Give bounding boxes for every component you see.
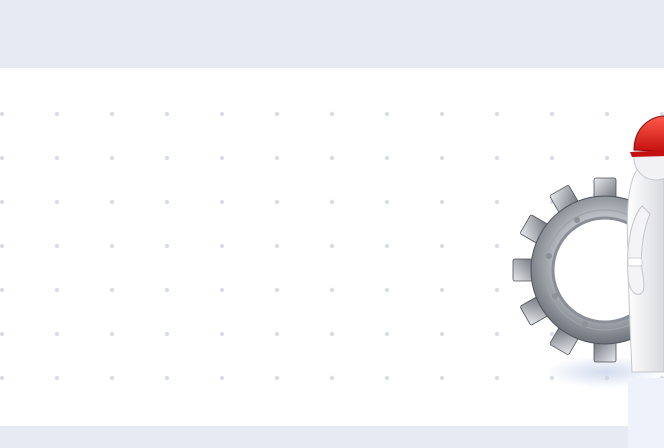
grid-dot xyxy=(164,331,170,337)
header-band xyxy=(0,0,664,68)
grid-dot xyxy=(109,243,115,249)
grid-dot xyxy=(274,243,280,249)
grid-dot xyxy=(0,287,5,293)
grid-dot xyxy=(219,155,225,161)
grid-dot xyxy=(549,331,555,337)
grid-dot xyxy=(0,243,5,249)
grid-dot xyxy=(439,111,445,117)
grid-dot xyxy=(109,287,115,293)
grid-dot xyxy=(494,243,500,249)
grid-dot xyxy=(109,331,115,337)
grid-dot xyxy=(219,111,225,117)
grid-dot xyxy=(329,287,335,293)
grid-dot xyxy=(549,155,555,161)
grid-dot xyxy=(54,287,60,293)
footer-band xyxy=(0,426,628,448)
grid-dot xyxy=(0,199,5,205)
grid-dot xyxy=(439,199,445,205)
grid-dot xyxy=(329,111,335,117)
grid-dot xyxy=(384,243,390,249)
grid-dot xyxy=(164,243,170,249)
grid-dot xyxy=(54,375,60,381)
grid-dot xyxy=(384,287,390,293)
grid-dot xyxy=(439,287,445,293)
grid-dot xyxy=(0,375,5,381)
grid-dot xyxy=(274,199,280,205)
grid-dot xyxy=(494,331,500,337)
grid-dot xyxy=(494,199,500,205)
grid-dot xyxy=(219,287,225,293)
grid-dot xyxy=(54,111,60,117)
grid-dot xyxy=(329,331,335,337)
grid-dot xyxy=(164,375,170,381)
grid-dot xyxy=(0,331,5,337)
grid-dot xyxy=(494,287,500,293)
grid-dot xyxy=(549,111,555,117)
grid-dot xyxy=(109,155,115,161)
maintenance-worker-with-gear-icon xyxy=(512,115,664,388)
grid-dot xyxy=(274,375,280,381)
grid-dot xyxy=(109,199,115,205)
grid-dot xyxy=(439,375,445,381)
hard-hat-icon xyxy=(630,115,664,157)
grid-dot xyxy=(384,199,390,205)
grid-dot xyxy=(329,199,335,205)
grid-dot xyxy=(494,111,500,117)
worker-figure xyxy=(626,115,664,373)
grid-dot xyxy=(219,199,225,205)
grid-dot xyxy=(54,331,60,337)
grid-dot xyxy=(439,331,445,337)
grid-dot xyxy=(219,331,225,337)
grid-dot xyxy=(384,375,390,381)
grid-dot xyxy=(274,111,280,117)
maintenance-illustration xyxy=(510,110,664,400)
grid-dot xyxy=(329,375,335,381)
grid-dot xyxy=(164,287,170,293)
grid-dot xyxy=(494,155,500,161)
grid-dot xyxy=(384,155,390,161)
grid-dot xyxy=(494,375,500,381)
grid-dot xyxy=(109,375,115,381)
grid-dot xyxy=(109,111,115,117)
grid-dot xyxy=(384,331,390,337)
grid-dot xyxy=(659,111,664,117)
grid-dot xyxy=(54,243,60,249)
grid-dot xyxy=(219,375,225,381)
grid-dot xyxy=(164,111,170,117)
right-side-panel xyxy=(628,378,664,448)
dot-grid-background xyxy=(0,111,664,381)
grid-dot xyxy=(274,331,280,337)
grid-dot xyxy=(164,155,170,161)
grid-dot xyxy=(329,243,335,249)
grid-dot xyxy=(54,155,60,161)
grid-dot xyxy=(604,111,610,117)
grid-dot xyxy=(439,243,445,249)
grid-dot xyxy=(164,199,170,205)
grid-dot xyxy=(439,155,445,161)
grid-dot xyxy=(274,155,280,161)
grid-dot xyxy=(0,111,5,117)
grid-dot xyxy=(329,155,335,161)
grid-dot xyxy=(0,155,5,161)
grid-dot xyxy=(604,155,610,161)
grid-dot xyxy=(219,243,225,249)
grid-dot xyxy=(384,111,390,117)
grid-dot xyxy=(274,287,280,293)
grid-dot xyxy=(54,199,60,205)
